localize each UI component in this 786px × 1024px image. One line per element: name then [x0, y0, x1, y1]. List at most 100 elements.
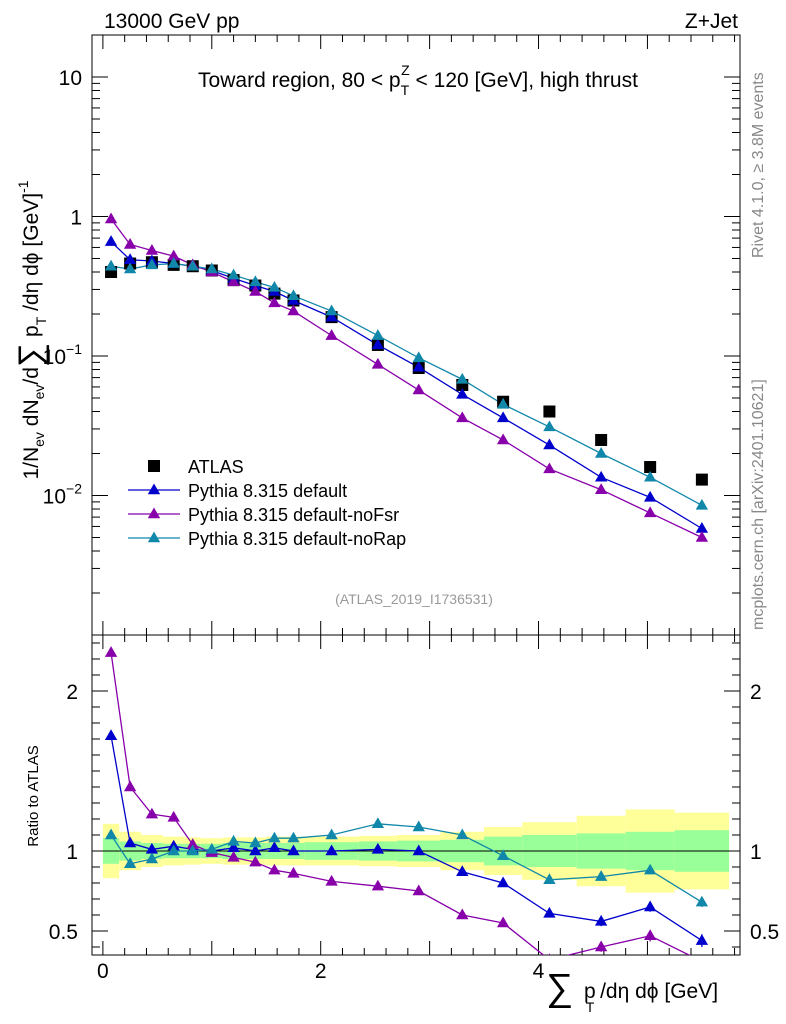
data-point-pythia-8-315-default-norap [268, 280, 281, 292]
main-title: Toward region, 80 < pTZ < 120 [GeV], hig… [198, 62, 638, 98]
ratio-point-pythia-8-315-default-nofsr [496, 916, 510, 928]
ratio-point-pythia-8-315-default [412, 844, 425, 856]
legend-marker-atlas [148, 460, 160, 472]
ratio-point-pythia-8-315-default-norap [205, 842, 218, 854]
svg-text:pT /dη dϕ [GeV]: pT /dη dϕ [GeV] [584, 980, 718, 1015]
ratio-point-pythia-8-315-default-norap [268, 831, 281, 843]
data-point-pythia-8-315-default-norap [186, 259, 199, 271]
data-point-pythia-8-315-default-norap [123, 262, 137, 274]
ratio-point-pythia-8-315-default-nofsr [123, 780, 137, 792]
legend-marker-pythia-8-315-default-norap [147, 531, 161, 543]
ratio-y-tick-label-right: 2 [750, 681, 762, 704]
ratio-point-pythia-8-315-default [594, 914, 608, 926]
data-point-pythia-8-315-default-nofsr [325, 329, 338, 340]
ratio-point-pythia-8-315-default-norap [145, 852, 159, 864]
data-point-pythia-8-315-default-nofsr [249, 284, 262, 296]
x-tick-label: 2 [315, 960, 327, 983]
data-point-pythia-8-315-default-norap [412, 351, 425, 363]
ratio-point-pythia-8-315-default-norap [643, 863, 657, 875]
x-tick-label: 0 [97, 960, 109, 983]
ratio-point-pythia-8-315-default-norap [456, 828, 469, 840]
data-point-pythia-8-315-default-nofsr [456, 411, 469, 423]
data-point-atlas [543, 405, 556, 418]
process-label: Z+Jet [685, 10, 738, 33]
ratio-point-pythia-8-315-default [227, 841, 240, 853]
ratio-point-pythia-8-315-default [287, 844, 300, 856]
watermark: (ATLAS_2019_I1736531) [335, 591, 493, 607]
y-tick-label: 10−1 [43, 341, 83, 369]
ratio-point-pythia-8-315-default-nofsr [548, 953, 551, 955]
ratio-point-pythia-8-315-default-norap [249, 836, 262, 848]
data-point-atlas [595, 433, 608, 446]
y-tick-label: 1 [70, 206, 82, 229]
legend-label: ATLAS [188, 457, 244, 477]
ratio-point-pythia-8-315-default-norap [543, 873, 556, 885]
ratio-point-pythia-8-315-default [371, 842, 385, 854]
legend-marker-pythia-8-315-default [147, 483, 161, 495]
ratio-point-pythia-8-315-default [268, 841, 281, 853]
data-point-pythia-8-315-default-norap [325, 304, 338, 316]
ratio-point-pythia-8-315-default-nofsr [456, 908, 469, 920]
data-point-pythia-8-315-default [412, 360, 425, 372]
ratio-y-tick-label-right: 0.5 [750, 921, 779, 944]
ratio-point-pythia-8-315-default [123, 836, 137, 848]
data-point-pythia-8-315-default-nofsr [167, 249, 180, 261]
ratio-point-pythia-8-315-default-norap [167, 844, 180, 856]
legend-label: Pythia 8.315 default-noFsr [188, 505, 399, 525]
ratio-point-pythia-8-315-default-norap [287, 831, 300, 843]
data-point-pythia-8-315-default-nofsr [371, 357, 385, 369]
ratio-point-pythia-8-315-default-nofsr [643, 929, 657, 941]
ratio-point-pythia-8-315-default-norap [371, 817, 385, 829]
data-point-pythia-8-315-default [104, 235, 118, 246]
data-point-pythia-8-315-default-norap [643, 470, 657, 482]
data-point-pythia-8-315-default-nofsr [104, 212, 118, 224]
ratio-point-pythia-8-315-default [543, 906, 556, 918]
ratio-point-pythia-8-315-default [325, 844, 338, 856]
mcplots-label: mcplots.cern.ch [arXiv:2401.10621] [750, 379, 767, 630]
ratio-point-pythia-8-315-default-nofsr [268, 863, 281, 875]
data-point-pythia-8-315-default [325, 310, 338, 322]
data-point-pythia-8-315-default-norap [543, 420, 556, 432]
ratio-point-pythia-8-315-default-nofsr [104, 646, 118, 657]
data-point-pythia-8-315-default-nofsr [287, 304, 300, 316]
data-point-pythia-8-315-default [496, 411, 510, 423]
data-point-pythia-8-315-default-norap [249, 275, 262, 287]
data-point-pythia-8-315-default-norap [167, 257, 180, 268]
y-tick-label: 10 [59, 67, 82, 90]
y-tick-label: 10−2 [43, 480, 83, 508]
ratio-point-pythia-8-315-default-nofsr [287, 866, 300, 878]
data-point-atlas [644, 461, 657, 474]
axes: 0 2 4 10−2 10−1 1 10 0.5 0.5 1 1 2 2 [43, 34, 779, 983]
ratio-point-pythia-8-315-default-nofsr [145, 807, 159, 819]
series-markers [104, 212, 709, 955]
data-point-pythia-8-315-default [123, 253, 137, 264]
main-ylabel: 1/Nev dNev/d∑ pT /dη dϕ [GeV]-1 [12, 180, 50, 479]
ratio-point-pythia-8-315-default-nofsr [249, 855, 262, 867]
data-point-pythia-8-315-default-norap [456, 372, 469, 384]
data-point-pythia-8-315-default-nofsr [412, 383, 425, 395]
ratio-point-pythia-8-315-default-nofsr [325, 874, 338, 886]
ratio-point-pythia-8-315-default [643, 900, 657, 912]
ratio-y-tick-label: 0.5 [49, 921, 78, 944]
data-point-pythia-8-315-default-norap [205, 262, 218, 274]
ratio-point-pythia-8-315-default-nofsr [371, 879, 385, 891]
data-point-pythia-8-315-default-nofsr [695, 530, 709, 542]
ratio-series [104, 646, 709, 955]
main-panel: Toward region, 80 < pTZ < 120 [GeV], hig… [198, 62, 638, 607]
ratio-y-tick-label-right: 1 [750, 841, 762, 864]
svg-text:1/Nev dNev/d∑ pT /dη dϕ [GeV]: 1/Nev dNev/d∑ pT /dη dϕ [GeV]-1 [12, 180, 50, 479]
ratio-point-pythia-8-315-default [496, 876, 510, 888]
data-point-pythia-8-315-default-norap [104, 259, 118, 271]
ratio-line-pythia-8-315-default-nofsr [110, 652, 691, 955]
svg-text:∑: ∑ [546, 967, 573, 1009]
ratio-point-pythia-8-315-default-norap [227, 834, 240, 846]
data-point-pythia-8-315-default-norap [371, 329, 385, 340]
legend: ATLAS Pythia 8.315 default Pythia 8.315 de… [128, 457, 406, 549]
data-point-pythia-8-315-default-nofsr [496, 433, 510, 445]
ratio-ylabel: Ratio to ATLAS [25, 745, 42, 846]
data-point-atlas [695, 473, 708, 486]
ratio-point-pythia-8-315-default-nofsr [594, 940, 608, 952]
data-point-pythia-8-315-default-norap [227, 268, 240, 280]
